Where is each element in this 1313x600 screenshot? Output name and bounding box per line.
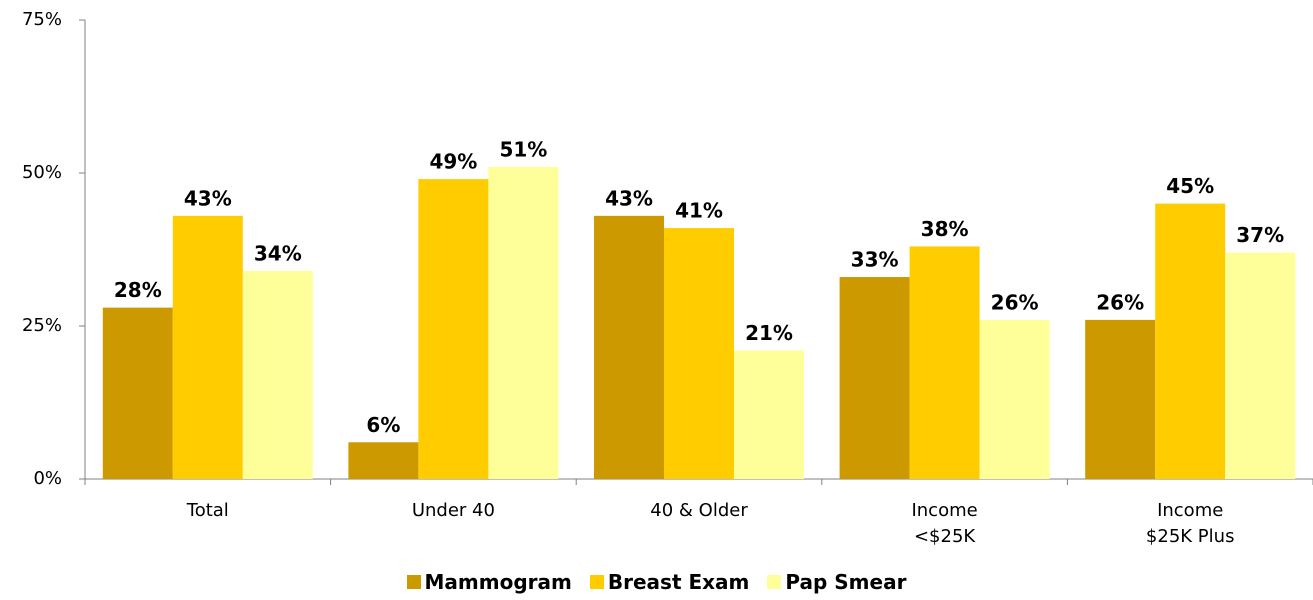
value-label: 51% bbox=[499, 137, 547, 161]
legend-label: Pap Smear bbox=[785, 570, 907, 594]
value-label: 21% bbox=[745, 321, 793, 345]
bar bbox=[348, 442, 419, 479]
value-label: 28% bbox=[114, 278, 162, 302]
bar bbox=[979, 319, 1050, 479]
legend-item: Pap Smear bbox=[767, 570, 906, 594]
legend-label: Breast Exam bbox=[607, 570, 750, 594]
x-tick-label: Income $25K Plus bbox=[1145, 500, 1235, 547]
y-tick-label: 50% bbox=[22, 162, 62, 183]
x-tick-label: Income <$25K bbox=[911, 500, 978, 547]
bar bbox=[734, 350, 804, 479]
x-tick-label: Under 40 bbox=[411, 500, 495, 521]
legend: Mammogram Breast Exam Pap Smear bbox=[0, 570, 1313, 594]
value-label: 37% bbox=[1236, 223, 1284, 247]
value-label: 49% bbox=[429, 150, 477, 174]
bar bbox=[242, 270, 313, 479]
bar bbox=[1085, 319, 1156, 479]
value-label: 26% bbox=[991, 290, 1039, 314]
bar bbox=[488, 166, 559, 479]
bar bbox=[839, 277, 910, 479]
bar bbox=[102, 307, 173, 479]
value-label: 33% bbox=[851, 248, 899, 272]
bar bbox=[909, 246, 980, 479]
value-label: 6% bbox=[366, 413, 400, 437]
bar bbox=[664, 228, 734, 479]
bar bbox=[594, 215, 664, 479]
y-tick-label: 0% bbox=[33, 468, 62, 489]
value-label: 43% bbox=[184, 186, 232, 210]
y-tick-label: 25% bbox=[22, 315, 62, 336]
bar bbox=[172, 215, 243, 479]
x-tick-label: Total bbox=[186, 500, 229, 521]
legend-item: Breast Exam bbox=[589, 570, 750, 594]
legend-item: Mammogram bbox=[406, 570, 572, 594]
legend-label: Mammogram bbox=[424, 570, 572, 594]
x-tick-label: 40 & Older bbox=[650, 500, 748, 521]
legend-swatch bbox=[767, 575, 782, 589]
legend-swatch bbox=[589, 575, 604, 589]
value-label: 38% bbox=[921, 217, 969, 241]
y-tick-label: 75% bbox=[22, 9, 62, 30]
bar bbox=[1155, 203, 1226, 479]
value-label: 41% bbox=[675, 199, 723, 223]
bar bbox=[418, 179, 489, 479]
value-label: 26% bbox=[1096, 290, 1144, 314]
value-label: 34% bbox=[254, 241, 302, 265]
legend-swatch bbox=[406, 575, 421, 589]
value-label: 45% bbox=[1166, 174, 1214, 198]
value-label: 43% bbox=[605, 186, 653, 210]
bar bbox=[1225, 252, 1296, 479]
